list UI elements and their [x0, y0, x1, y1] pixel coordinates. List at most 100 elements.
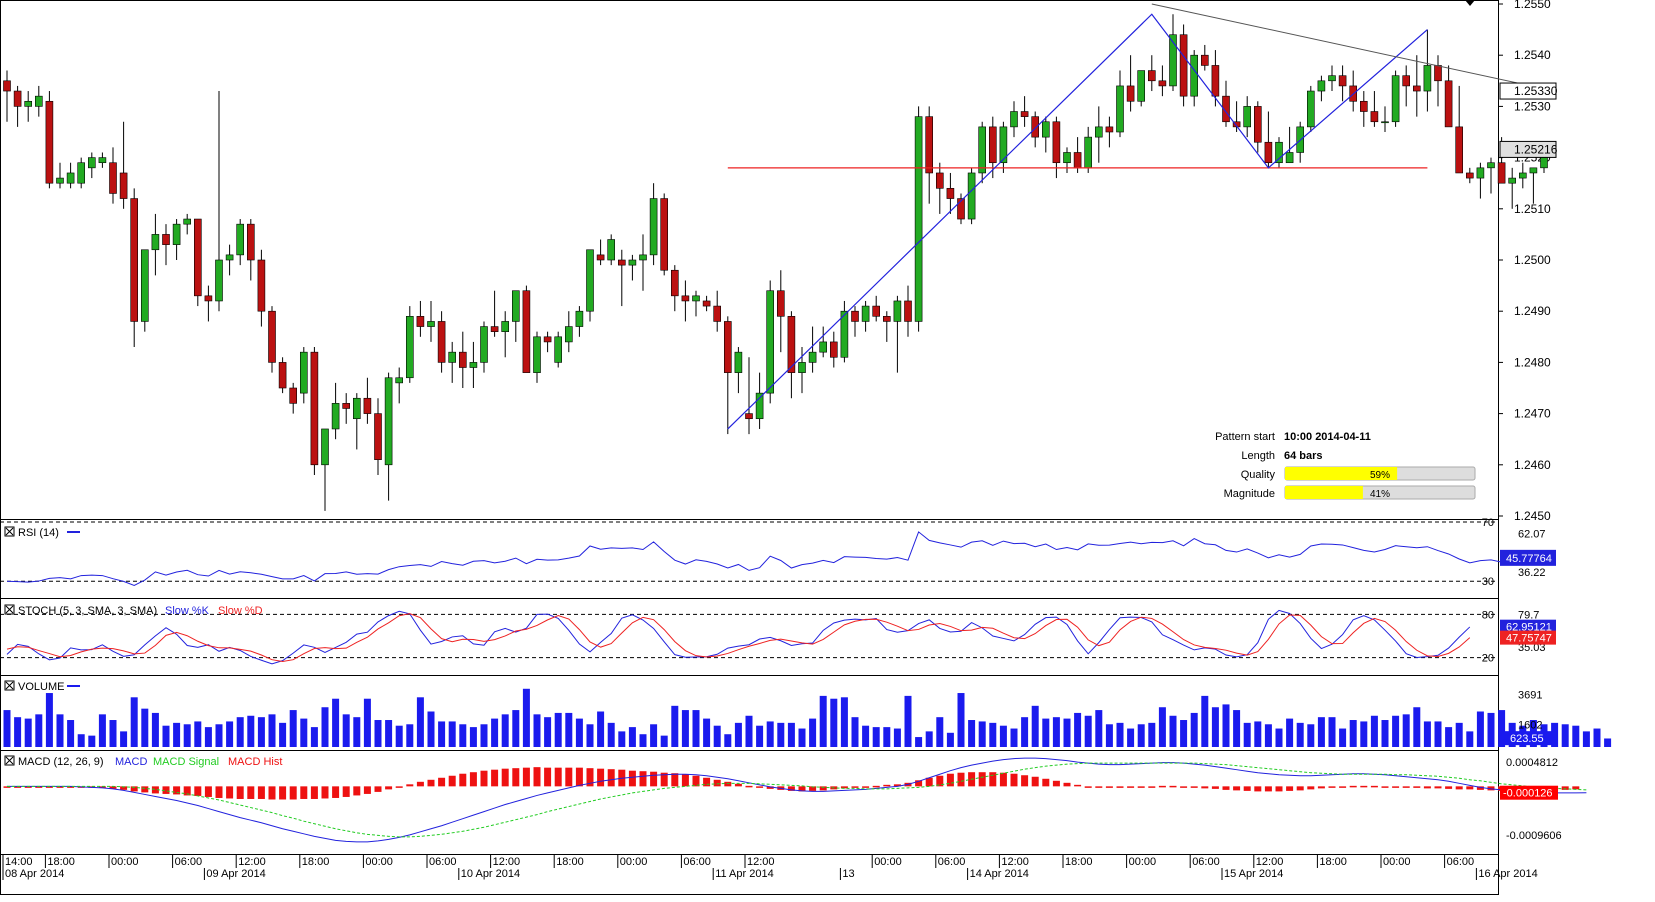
macd-hist-bar	[978, 772, 986, 787]
macd-hist-bar	[840, 786, 848, 789]
candle-body	[384, 377, 393, 466]
pattern-info-label: Magnitude	[1224, 488, 1275, 500]
volume-current-badge	[1500, 731, 1556, 746]
volume-bar	[575, 718, 583, 747]
rsi-current-badge	[1500, 549, 1556, 566]
volume-bar	[1381, 720, 1389, 747]
time-hour-label: 06:00	[938, 856, 966, 868]
candle-body	[1063, 152, 1071, 164]
macd-hist-bar	[1084, 786, 1092, 788]
macd-hist-bar	[1466, 786, 1474, 790]
macd-hist-bar	[851, 786, 859, 788]
candle-body	[268, 310, 276, 363]
price-pane[interactable]: 1.25501.25401.25301.25201.25101.25001.24…	[3, 0, 1558, 523]
macd-hist-bar	[1286, 786, 1294, 791]
volume-bar	[162, 725, 170, 747]
macd-hist-bar	[109, 786, 117, 789]
macd-hist-bar	[1127, 786, 1135, 788]
rsi-pane[interactable]: 70 30 RSI (14) 62.07 36.22 45.77764	[0, 517, 1556, 588]
candle-body	[1381, 121, 1389, 124]
volume-bar	[809, 718, 817, 747]
macd-hist-bar	[3, 786, 11, 788]
volume-bar	[1339, 728, 1347, 747]
volume-bar	[1328, 717, 1336, 747]
volume-bar	[183, 724, 191, 747]
candle-body	[331, 403, 340, 430]
candle-body	[247, 223, 255, 261]
candle-body	[1370, 111, 1379, 123]
volume-bar	[289, 710, 297, 747]
macd-hist-bar	[24, 786, 32, 788]
candle-body	[681, 295, 690, 302]
close-icon	[5, 756, 14, 765]
scroll-marker-icon	[1465, 0, 1475, 6]
stoch-pane[interactable]: 80 20 STOCH (5, 3, SMA, 3, SMA) Slow %K Slow…	[0, 604, 1556, 665]
volume-bar	[777, 722, 785, 747]
macd-pane[interactable]: MACD (12, 26, 9) MACD MACD Signal MACD Hist…	[3, 755, 1587, 843]
candle-body	[1285, 152, 1294, 164]
candle-body	[1264, 141, 1273, 164]
volume-bar	[1169, 715, 1177, 747]
stoch-right-label: 79.7	[1518, 610, 1539, 622]
macd-hist-bar	[120, 786, 128, 790]
candle-body	[1508, 177, 1516, 184]
macd-hist-bar	[416, 781, 424, 787]
price-tick-label: 1.2530	[1514, 99, 1551, 113]
pattern-info-value: 64 bars	[1284, 450, 1323, 462]
candle-body	[162, 234, 170, 245]
macd-hist-bar	[289, 786, 297, 800]
time-date-label: 11 Apr 2014	[715, 868, 774, 880]
candle-body	[851, 310, 859, 322]
candle-body	[1254, 106, 1262, 143]
time-date-label: 09 Apr 2014	[206, 868, 265, 880]
time-hour-label: 06:00	[683, 856, 711, 868]
volume-bar	[862, 725, 870, 747]
volume-bar	[1604, 738, 1612, 747]
gauge-fill	[1285, 467, 1398, 480]
volume-bar	[1370, 715, 1378, 747]
stoch-d-badge	[1500, 630, 1556, 645]
volume-bar	[883, 727, 891, 747]
macd-hist-bar	[1455, 786, 1463, 790]
candle-body	[1201, 54, 1209, 66]
candle-body	[1466, 172, 1474, 179]
volume-bar	[692, 710, 700, 747]
upper-price-label: 1.25330	[1514, 84, 1558, 98]
stoch-d-line	[6, 613, 1471, 662]
volume-bar	[1307, 724, 1315, 747]
price-tick-label: 1.2510	[1514, 202, 1551, 216]
volume-bar	[915, 737, 923, 747]
close-icon	[5, 605, 14, 614]
macd-hist-bar	[226, 786, 234, 799]
candle-body	[1328, 75, 1336, 82]
macd-current-value: -0.000126	[1503, 788, 1553, 800]
volume-bar	[1042, 718, 1050, 747]
candle-body	[829, 341, 838, 358]
macd-current-badge	[1500, 785, 1558, 800]
candle-body	[596, 254, 605, 261]
macd-hist-bar	[14, 786, 22, 788]
macd-hist-bar	[1264, 786, 1272, 792]
candle-body	[755, 392, 764, 420]
macd-hist-bar	[734, 783, 742, 787]
candle-body	[130, 198, 138, 322]
volume-bar	[628, 727, 636, 747]
volume-bar	[204, 727, 212, 747]
volume-bar	[226, 721, 234, 747]
volume-current-value: 623.55	[1510, 733, 1544, 745]
stoch-title: STOCH (5, 3, SMA, 3, SMA)	[18, 605, 157, 617]
candle-body	[98, 157, 107, 164]
volume-bar	[374, 720, 382, 747]
time-hour-label: 12:00	[1001, 856, 1029, 868]
pattern-info-label: Pattern start	[1215, 431, 1275, 443]
macd-legend-item: MACD	[115, 756, 147, 768]
volume-pane[interactable]: VOLUME 3691 1602 623.55	[3, 680, 1612, 747]
macd-hist-bar	[660, 772, 668, 787]
macd-hist-bar	[989, 772, 997, 787]
candle-body	[999, 126, 1008, 164]
candle-body	[1042, 121, 1050, 138]
volume-bar	[406, 724, 414, 747]
volume-bar	[650, 724, 658, 747]
